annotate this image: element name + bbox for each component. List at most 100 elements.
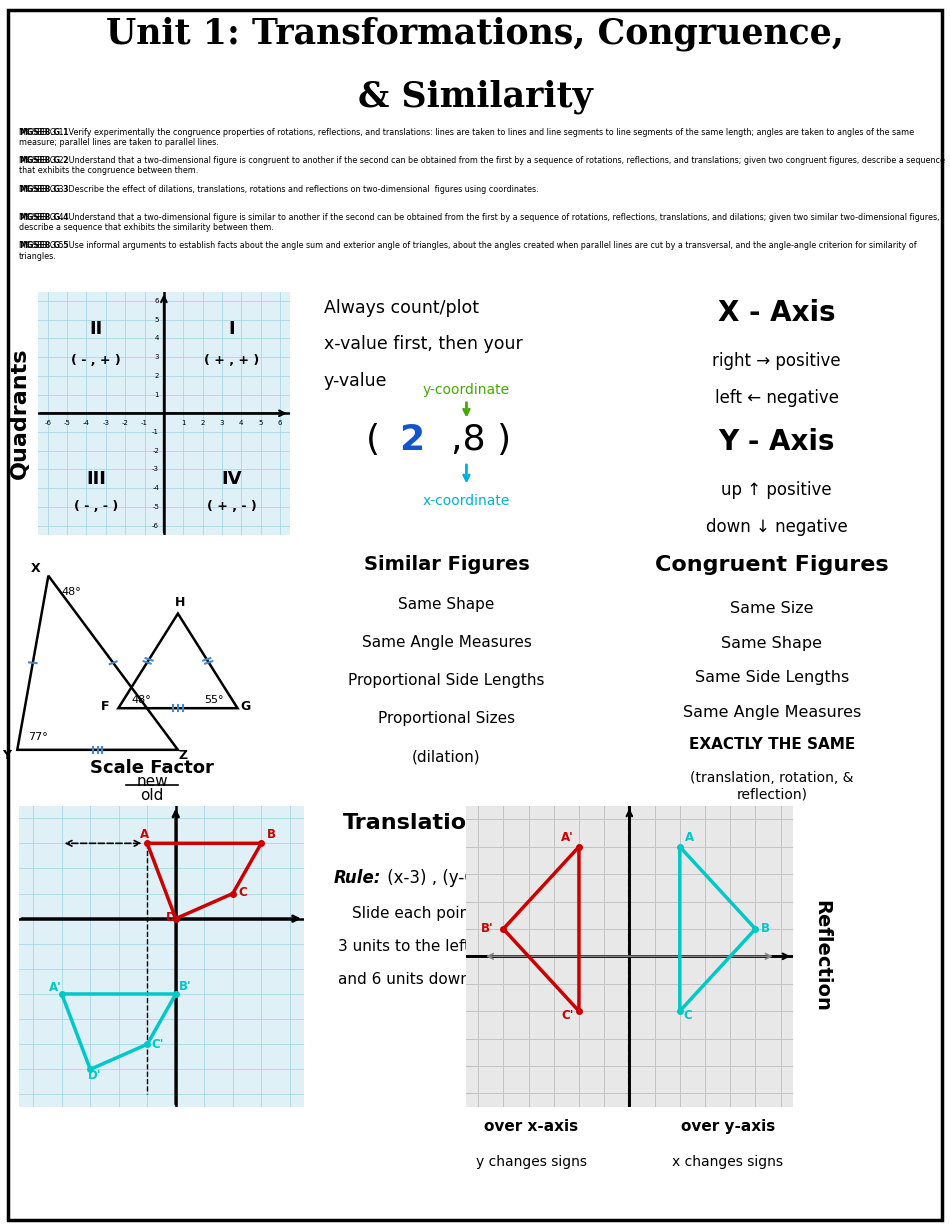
Text: D: D — [165, 911, 176, 924]
Text: MGSE8.G.2: MGSE8.G.2 — [19, 156, 68, 165]
Text: 48°: 48° — [62, 587, 81, 597]
Text: -6: -6 — [152, 523, 159, 529]
Text: old: old — [141, 787, 163, 803]
Text: Similar Figures: Similar Figures — [364, 555, 529, 573]
Text: Quadrants: Quadrants — [10, 348, 30, 478]
Text: 3 units to the left ←: 3 units to the left ← — [338, 938, 488, 953]
Text: Always count/plot: Always count/plot — [324, 299, 479, 317]
Text: Slide each point: Slide each point — [352, 907, 475, 921]
Text: G: G — [240, 700, 251, 713]
Text: 55°: 55° — [204, 695, 223, 706]
Text: 6: 6 — [155, 298, 159, 304]
Text: -3: -3 — [103, 419, 109, 426]
Text: A: A — [141, 828, 149, 841]
Text: Congruent Figures: Congruent Figures — [656, 555, 888, 574]
Text: y-coordinate: y-coordinate — [423, 384, 510, 397]
Text: -3: -3 — [152, 466, 159, 472]
Text: ( - , - ): ( - , - ) — [74, 501, 118, 513]
Text: MGSE8.G.3  Describe the effect of dilations, translations, rotations and reflect: MGSE8.G.3 Describe the effect of dilatio… — [19, 184, 539, 193]
Text: -4: -4 — [152, 485, 159, 491]
Text: Same Size: Same Size — [731, 601, 813, 616]
Text: MGSE8.G.1: MGSE8.G.1 — [19, 128, 68, 137]
Text: II: II — [89, 320, 103, 338]
Text: Same Shape: Same Shape — [398, 597, 495, 611]
Text: Same Angle Measures: Same Angle Measures — [683, 705, 861, 720]
Text: x-coordinate: x-coordinate — [423, 493, 510, 508]
Text: -4: -4 — [83, 419, 90, 426]
Text: -1: -1 — [141, 419, 148, 426]
Text: I: I — [228, 320, 235, 338]
Text: ,8 ): ,8 ) — [451, 423, 511, 458]
Text: 2: 2 — [200, 419, 205, 426]
Text: (x-3) , (y-6): (x-3) , (y-6) — [382, 868, 481, 887]
Text: Translation: Translation — [343, 813, 484, 833]
Text: Same Shape: Same Shape — [721, 636, 823, 651]
Text: 1: 1 — [181, 419, 185, 426]
Text: F: F — [101, 700, 109, 713]
Text: B: B — [760, 921, 770, 935]
Text: Unit 1: Transformations, Congruence,: Unit 1: Transformations, Congruence, — [106, 16, 844, 52]
Text: -1: -1 — [152, 429, 159, 435]
Text: Y - Axis: Y - Axis — [718, 428, 835, 456]
Text: (translation, rotation, &
reflection): (translation, rotation, & reflection) — [691, 771, 853, 802]
Text: -2: -2 — [152, 448, 159, 454]
Text: Same Side Lengths: Same Side Lengths — [694, 670, 849, 685]
Text: 2: 2 — [399, 423, 425, 458]
Text: 3: 3 — [155, 354, 159, 360]
Text: 77°: 77° — [28, 732, 48, 743]
Text: -5: -5 — [152, 504, 159, 510]
Text: 4: 4 — [239, 419, 243, 426]
Text: x-value first, then your: x-value first, then your — [324, 336, 522, 353]
Text: X - Axis: X - Axis — [718, 299, 835, 327]
Text: 3: 3 — [219, 419, 224, 426]
Text: new: new — [136, 775, 168, 790]
Text: IV: IV — [221, 470, 242, 488]
Text: A': A' — [561, 831, 574, 844]
Text: EXACTLY THE SAME: EXACTLY THE SAME — [689, 737, 855, 752]
Text: D': D' — [87, 1069, 101, 1082]
Text: -6: -6 — [45, 419, 51, 426]
Text: 4: 4 — [155, 336, 159, 342]
Text: y-value: y-value — [324, 371, 387, 390]
Text: Rule:: Rule: — [333, 868, 381, 887]
Text: Z: Z — [179, 749, 188, 763]
Text: MGSE8.G.5: MGSE8.G.5 — [19, 241, 68, 251]
Text: H: H — [176, 597, 185, 609]
Text: over y-axis: over y-axis — [680, 1119, 775, 1134]
Text: ( - , + ): ( - , + ) — [71, 354, 121, 368]
Text: MGSE8.G.2  Understand that a two-dimensional figure is congruent to another if t: MGSE8.G.2 Understand that a two-dimensio… — [19, 156, 945, 176]
Text: (dilation): (dilation) — [412, 749, 481, 764]
Text: 5: 5 — [155, 316, 159, 322]
Text: ( + , - ): ( + , - ) — [207, 501, 256, 513]
Text: down ↓ negative: down ↓ negative — [706, 518, 847, 536]
Text: x changes signs: x changes signs — [673, 1155, 783, 1168]
Text: MGSE8.G.3: MGSE8.G.3 — [19, 184, 68, 193]
Text: y changes signs: y changes signs — [476, 1155, 586, 1168]
Text: -2: -2 — [122, 419, 128, 426]
Text: right → positive: right → positive — [712, 353, 841, 370]
Text: 2: 2 — [155, 373, 159, 379]
Text: (: ( — [366, 423, 380, 458]
Text: A: A — [685, 831, 693, 844]
Text: ( + , + ): ( + , + ) — [204, 354, 259, 368]
Text: III: III — [86, 470, 106, 488]
Text: B': B' — [179, 980, 191, 994]
Text: Y: Y — [3, 749, 11, 763]
Text: 48°: 48° — [131, 695, 151, 706]
Text: A': A' — [49, 982, 62, 995]
Text: B': B' — [481, 921, 493, 935]
Text: C': C' — [152, 1038, 164, 1050]
Text: C: C — [684, 1010, 693, 1022]
Text: 1: 1 — [155, 391, 159, 397]
Text: Scale Factor: Scale Factor — [90, 759, 214, 777]
Text: and 6 units down ↓: and 6 units down ↓ — [338, 972, 488, 986]
Text: MGSE8.G.5  Use informal arguments to establish facts about the angle sum and ext: MGSE8.G.5 Use informal arguments to esta… — [19, 241, 917, 261]
Text: C: C — [238, 886, 247, 899]
Text: Reflection: Reflection — [812, 900, 831, 1012]
Text: left ← negative: left ← negative — [714, 389, 839, 407]
Text: Same Angle Measures: Same Angle Measures — [362, 635, 531, 649]
Text: C': C' — [561, 1010, 574, 1022]
Text: 6: 6 — [277, 419, 282, 426]
Text: 5: 5 — [258, 419, 263, 426]
Text: Proportional Sizes: Proportional Sizes — [378, 711, 515, 726]
